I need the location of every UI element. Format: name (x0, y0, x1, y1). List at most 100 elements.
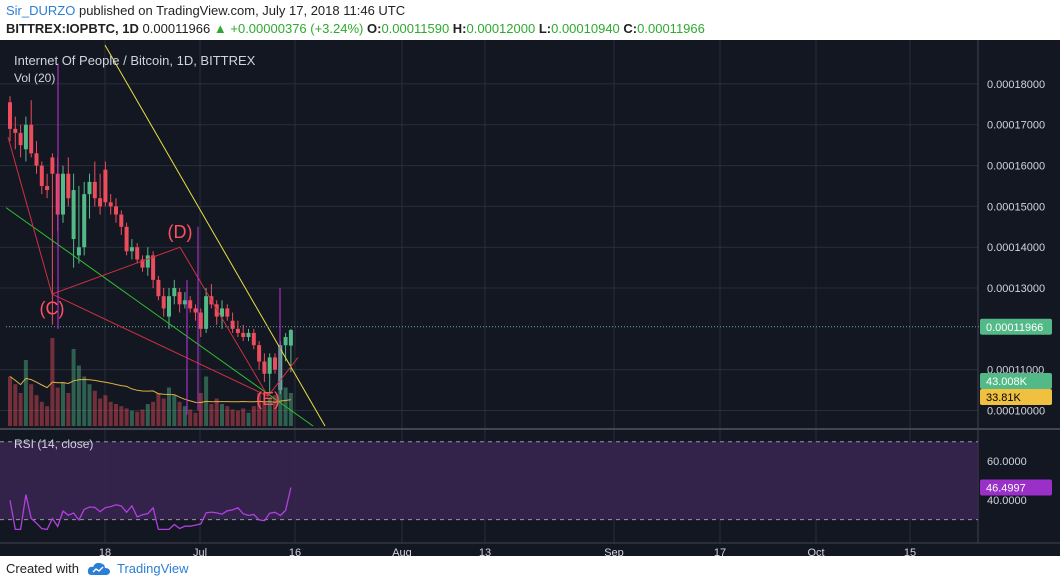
rsi-badge-bg (980, 479, 1052, 496)
candle-body (193, 308, 198, 313)
volume-bar (8, 376, 12, 426)
tradingview-link[interactable]: TradingView (116, 561, 189, 576)
wave-label: (E) (256, 389, 280, 409)
volume-bar (76, 365, 81, 426)
candle-body (214, 304, 219, 317)
time-tick-label: Oct (807, 547, 824, 556)
chart-canvas[interactable]: (C) (D) (E) 0.00018000 0.00017000 0.00016000… (0, 40, 1060, 556)
volume-bar (262, 401, 267, 426)
candle-body (262, 361, 267, 374)
volume-bar (151, 401, 156, 426)
candle-body (61, 173, 65, 215)
yellow-trendline (104, 44, 326, 427)
candle-body (235, 328, 240, 333)
open-label: O: (367, 21, 382, 36)
price-tick-label: 0.00017000 (987, 120, 1045, 132)
candle-body (267, 357, 272, 374)
volume-bar (66, 393, 71, 426)
volume-bar (29, 384, 34, 426)
candle-body (71, 190, 76, 240)
last-price-badge: 0.00011966 (986, 322, 1043, 334)
volume-bar (92, 390, 97, 426)
footer: Created with TradingView (6, 561, 189, 576)
price-tick-label: 0.00013000 (987, 283, 1045, 295)
candle-body (246, 332, 251, 338)
volume-bar (124, 408, 129, 426)
green-trendline (5, 207, 314, 427)
rsi-tick-label: 60.0000 (987, 456, 1027, 468)
candle-body (66, 173, 71, 199)
close-value: 0.00011966 (637, 21, 705, 36)
volume-bar (98, 398, 103, 426)
volume-badge: 43.008K (986, 376, 1028, 388)
last-price-badge-bg (980, 318, 1052, 335)
last-price: 0.00011966 (142, 21, 211, 36)
volume-bar (188, 409, 193, 426)
candle-body (182, 300, 187, 305)
volume-bar (114, 404, 118, 426)
volume-bar (135, 411, 140, 426)
chart-title: Internet Of People / Bitcoin, 1D, BITTRE… (14, 53, 256, 68)
publish-header: Sir_DURZO published on TradingView.com, … (6, 3, 405, 18)
volume-bar (214, 398, 219, 426)
time-tick-label: 13 (479, 547, 491, 556)
candle-body (103, 169, 108, 203)
volume-bar (145, 404, 150, 426)
volume-bar (246, 412, 251, 426)
volume-bar (13, 384, 18, 426)
volume-bar (61, 382, 65, 426)
wave-pattern-line (7, 136, 299, 398)
candle-body (198, 312, 203, 329)
time-tick-label: Aug (392, 547, 412, 556)
author-link[interactable]: Sir_DURZO (6, 3, 76, 18)
candle-body (135, 247, 140, 260)
volume-bar (177, 401, 182, 426)
candle-body (251, 332, 256, 346)
high-label: H: (452, 21, 467, 36)
candle-body (188, 300, 193, 309)
volume-bar (167, 387, 171, 426)
candle-body (283, 337, 288, 346)
candle-body (18, 132, 23, 146)
volume-bar (45, 406, 50, 426)
price-tick-label: 0.00014000 (987, 242, 1045, 254)
volume-bar (230, 409, 235, 426)
axes: 0.00018000 0.00017000 0.00016000 0.00015000… (99, 79, 1052, 556)
candle-body (220, 308, 224, 317)
volume-bar (278, 373, 283, 426)
volume-bar (182, 406, 187, 426)
candle-body (114, 206, 118, 215)
volume-bar (193, 412, 198, 426)
wave-label: (C) (40, 299, 65, 319)
time-tick-label: 17 (714, 547, 726, 556)
symbol-label: BITTREX:IOPBTC, 1D (6, 21, 139, 36)
volume-bar (34, 395, 39, 426)
rsi-label: RSI (14, close) (14, 437, 93, 451)
created-with-text: Created with (6, 561, 79, 576)
candle-body (257, 345, 262, 362)
candle-body (39, 165, 44, 186)
change-value: +0.00000376 (+3.24%) (230, 21, 364, 36)
up-arrow-icon: ▲ (213, 21, 227, 36)
rsi-line (9, 487, 292, 531)
close-label: C: (623, 21, 638, 36)
candle-body (45, 185, 50, 191)
low-value: 0.00010940 (551, 21, 620, 36)
volume-bar (18, 393, 23, 426)
candle-body (288, 330, 293, 346)
rsi-band (0, 441, 978, 520)
candle-body (172, 288, 177, 297)
candle-body (76, 247, 81, 256)
volume-badge-bg (980, 373, 1052, 389)
candle-body (108, 202, 113, 207)
volume-bar (235, 410, 240, 426)
volume-bar (108, 401, 113, 426)
candle-body (241, 332, 246, 338)
volume-ma-badge-bg (980, 389, 1052, 405)
candle-body (230, 320, 235, 329)
volume-bar (23, 360, 28, 426)
volume-bar (209, 404, 214, 426)
drawings: (C) (D) (E) (5, 44, 983, 427)
volume-bar (273, 395, 277, 426)
open-value: 0.00011590 (381, 21, 450, 36)
